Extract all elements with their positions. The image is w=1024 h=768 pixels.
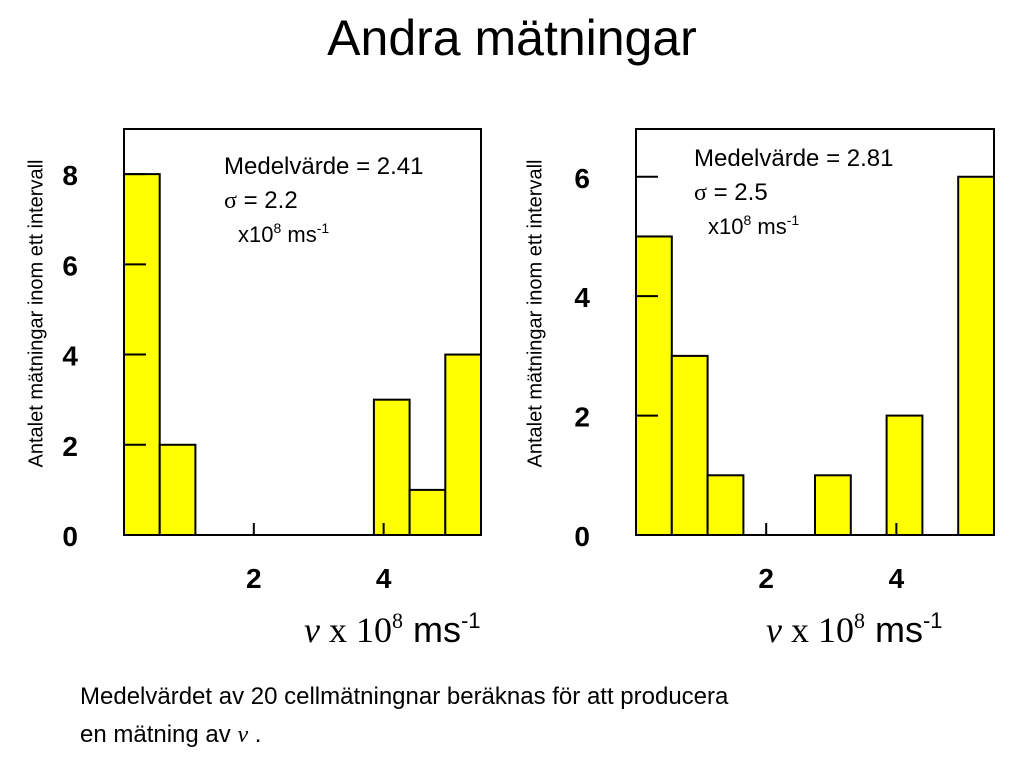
y-tick-label: 8 [62, 160, 78, 191]
slide-title: Andra mätningar [327, 10, 697, 66]
sigma-line: σ = 2.2 [224, 184, 423, 218]
unit-line: x108 ms-1 [238, 218, 423, 252]
caption: Medelvärdet av 20 cellmätningnar beräkna… [80, 678, 728, 754]
x-tick-label: 4 [889, 563, 905, 594]
histogram-bar [885, 414, 924, 536]
unit-unit-exp: -1 [786, 212, 800, 228]
x-label-exp: 8 [391, 608, 403, 633]
mean-label: Medelvärde = [694, 145, 847, 172]
mean-line: Medelvärde = 2.41 [224, 150, 423, 184]
histogram-bar [444, 353, 482, 536]
caption-text: en mätning av [80, 721, 238, 748]
y-axis-label-right: Antalet mätningar inom ett intervall [524, 159, 547, 468]
histogram-bar [372, 398, 411, 536]
unit-unit-exp: -1 [316, 220, 330, 236]
histogram-bar [814, 474, 852, 537]
x-label-variable: v [766, 610, 782, 650]
caption-variable: v [237, 722, 249, 748]
x-label-unit-exp: -1 [922, 608, 943, 633]
x-label-exp: 8 [853, 608, 865, 633]
x-label-unit: ms [402, 609, 461, 650]
x-label-times: x [781, 610, 818, 650]
sigma-eq: = [706, 179, 735, 206]
y-axis-label-left: Antalet mätningar inom ett intervall [25, 159, 48, 468]
unit-text: ms [751, 214, 787, 239]
x-axis-label-right: v x 108 ms-1 [766, 608, 943, 651]
x-label-unit: ms [864, 609, 923, 650]
y-tick-label: 2 [62, 431, 78, 462]
x-label-unit-exp: -1 [460, 608, 481, 633]
x-label-base: 10 [817, 610, 854, 650]
sigma-symbol: σ [224, 188, 237, 214]
x-label-variable: v [304, 610, 320, 650]
sigma-eq: = [236, 187, 265, 214]
histogram-bar [957, 175, 996, 536]
unit-text: ms [281, 222, 317, 247]
unit-prefix: x10 [708, 214, 744, 239]
sigma-line: σ = 2.5 [694, 176, 893, 210]
x-label-base: 10 [355, 610, 392, 650]
mean-line: Medelvärde = 2.81 [694, 142, 893, 176]
caption-suffix: . [248, 721, 262, 748]
mean-label: Medelvärde = [224, 153, 377, 180]
unit-prefix: x10 [238, 222, 274, 247]
x-label-times: x [319, 610, 356, 650]
sigma-value: 2.5 [734, 179, 768, 206]
stats-box-right: Medelvärde = 2.81 σ = 2.5 x108 ms-1 [694, 142, 893, 244]
histogram-bar [158, 443, 197, 536]
caption-line-1: Medelvärdet av 20 cellmätningnar beräkna… [80, 683, 729, 710]
x-tick-label: 2 [246, 563, 262, 594]
unit-exp: 8 [743, 212, 752, 228]
y-tick-label: 4 [574, 282, 590, 313]
sigma-value: 2.2 [264, 187, 298, 214]
y-tick-label: 4 [62, 341, 78, 372]
mean-value: 2.41 [376, 153, 424, 180]
sigma-symbol: σ [694, 180, 707, 206]
histogram-bar [635, 235, 673, 536]
x-tick-label: 2 [758, 563, 774, 594]
caption-line-2: en mätning av v . [80, 716, 728, 754]
histogram-bar [706, 474, 745, 537]
y-tick-label: 0 [62, 521, 78, 552]
y-tick-label: 6 [62, 250, 78, 281]
unit-exp: 8 [273, 220, 282, 236]
y-tick-label: 0 [574, 521, 590, 552]
unit-line: x108 ms-1 [708, 210, 893, 244]
y-tick-label: 6 [574, 163, 590, 194]
y-tick-label: 2 [574, 402, 590, 433]
mean-value: 2.81 [846, 145, 894, 172]
stats-box-left: Medelvärde = 2.41 σ = 2.2 x108 ms-1 [224, 150, 423, 252]
x-tick-label: 4 [376, 563, 392, 594]
histogram-bar [408, 488, 447, 536]
x-axis-label-left: v x 108 ms-1 [304, 608, 481, 651]
histogram-bar [670, 354, 709, 536]
